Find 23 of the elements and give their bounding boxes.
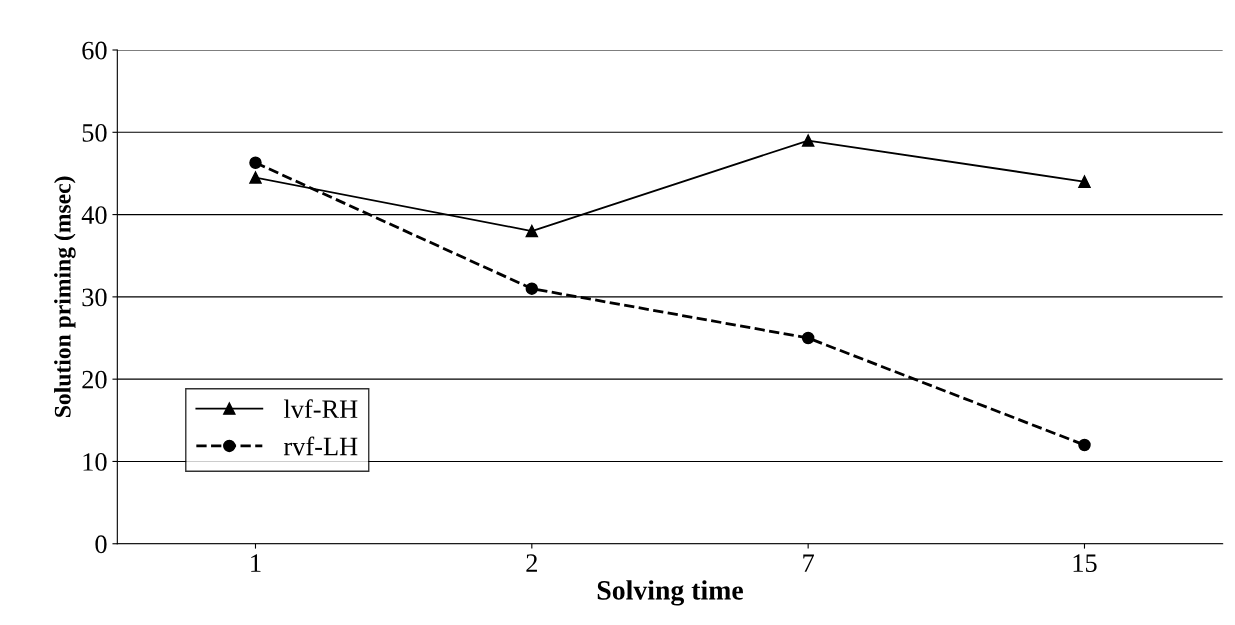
point bbox=[249, 171, 262, 184]
point bbox=[801, 331, 815, 345]
point bbox=[525, 282, 539, 295]
legend-label: lvf-RH bbox=[283, 399, 358, 419]
point bbox=[249, 156, 262, 169]
y-axis-title: Solution priming (msec) bbox=[54, 176, 76, 417]
point bbox=[1078, 438, 1091, 452]
x-tick-label: 2 bbox=[526, 554, 537, 572]
point bbox=[525, 224, 539, 238]
point bbox=[801, 134, 815, 147]
y-tick-label: 10 bbox=[83, 453, 107, 471]
x-tick-label: 7 bbox=[803, 554, 814, 572]
y-tick-label: 0 bbox=[95, 535, 107, 554]
legend-label: rvf-LH bbox=[283, 436, 358, 456]
y-tick-label: 40 bbox=[81, 206, 107, 224]
y-tick-label: 50 bbox=[82, 123, 107, 142]
y-tick-label: 30 bbox=[82, 288, 107, 307]
y-tick-label: 60 bbox=[82, 41, 107, 60]
y-tick-label: 20 bbox=[82, 370, 107, 389]
x-tick-label: 1 bbox=[251, 554, 261, 572]
point bbox=[1078, 175, 1091, 188]
x-tick-label: 15 bbox=[1073, 554, 1097, 573]
x-axis-title: Solving time bbox=[597, 580, 743, 606]
